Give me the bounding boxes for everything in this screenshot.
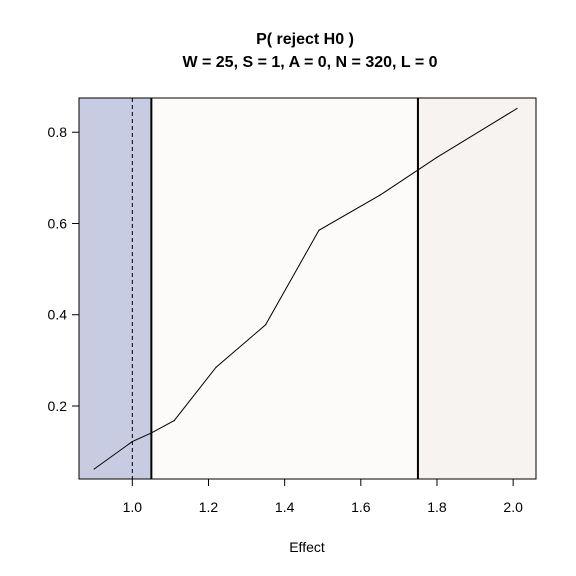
reference-lines [131,98,419,479]
y-tick-label: 0.6 [48,215,68,231]
y-tick-label: 0.8 [48,124,68,140]
data-point [173,419,175,422]
data-point [131,440,133,443]
x-tick-label: 1.2 [199,499,219,515]
y-axis: 0.2 0.4 0.6 0.8 [48,124,80,414]
x-tick-label: 1.0 [123,499,143,515]
y-tick-label: 0.2 [48,398,68,414]
data-point [93,468,95,470]
shaded-region-3 [417,98,536,479]
x-tick-label: 2.0 [503,499,523,515]
data-point [215,366,217,368]
data-point [265,324,267,326]
data-point [436,156,438,158]
shaded-regions [79,98,536,479]
power-curve-line [93,108,518,470]
data-point [516,107,518,110]
data-point [318,229,320,231]
data-point [150,432,152,434]
x-tick-label: 1.8 [427,499,447,515]
x-tick-label: 1.4 [275,499,295,515]
chart-title: P( reject H0 ) [256,31,354,48]
data-point [379,194,381,196]
x-axis: 1.0 1.2 1.4 1.6 1.8 2.0 [123,478,523,515]
shaded-region-2 [151,98,418,479]
chart-subtitle: W = 25, S = 1, A = 0, N = 320, L = 0 [182,54,437,71]
shaded-region-1 [79,98,152,479]
x-axis-label: Effect [289,539,325,555]
x-tick-label: 1.6 [351,499,371,515]
data-series [93,107,518,470]
y-tick-label: 0.4 [48,307,68,323]
